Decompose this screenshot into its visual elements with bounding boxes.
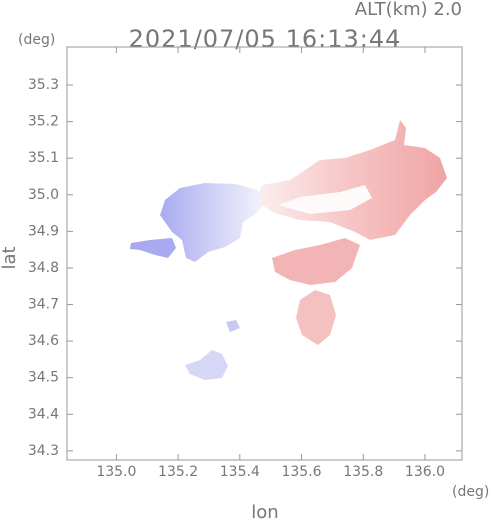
y-tick-label: 35.1 xyxy=(28,150,59,166)
x-tick-label: 136.0 xyxy=(405,464,445,480)
y-tick-label: 34.9 xyxy=(28,223,59,239)
x-axis-label: lon xyxy=(251,502,278,521)
x-tick-label: 135.6 xyxy=(281,464,321,480)
y-tick-label: 34.7 xyxy=(28,297,59,313)
y-axis-label: lat xyxy=(0,246,20,269)
echo-blue xyxy=(160,183,264,262)
plot-frame xyxy=(66,46,463,461)
y-tick-label: 35.0 xyxy=(28,187,59,203)
echo-pink xyxy=(258,120,447,240)
altitude-label: ALT(km) 2.0 xyxy=(355,0,462,20)
echo-blue xyxy=(185,350,228,380)
y-tick-label: 34.4 xyxy=(28,406,59,422)
y-unit: (deg) xyxy=(18,32,55,48)
echo-blue xyxy=(226,320,240,332)
y-tick-label: 35.3 xyxy=(28,77,59,93)
y-tick-label: 34.3 xyxy=(28,443,59,459)
axes: 135.0 135.2 135.4 135.6 135.8 136.0 34.3 34.4 34… xyxy=(28,47,462,480)
x-tick-label: 135.8 xyxy=(343,464,383,480)
x-unit: (deg) xyxy=(452,484,489,500)
x-tick-label: 135.0 xyxy=(96,464,136,480)
echo-regions xyxy=(130,120,447,380)
y-tick-label: 34.6 xyxy=(28,333,59,349)
y-tick-label: 35.2 xyxy=(28,114,59,130)
y-tick-label: 34.8 xyxy=(28,260,59,276)
echo-pink xyxy=(278,185,372,214)
echo-pink xyxy=(296,290,336,345)
chart-title: 2021/07/05 16:13:44 xyxy=(129,25,402,53)
x-tick-label: 135.4 xyxy=(220,464,260,480)
echo-blue xyxy=(130,238,176,258)
echo-pink xyxy=(272,238,360,285)
x-tick-label: 135.2 xyxy=(158,464,198,480)
y-tick-label: 34.5 xyxy=(28,370,59,386)
